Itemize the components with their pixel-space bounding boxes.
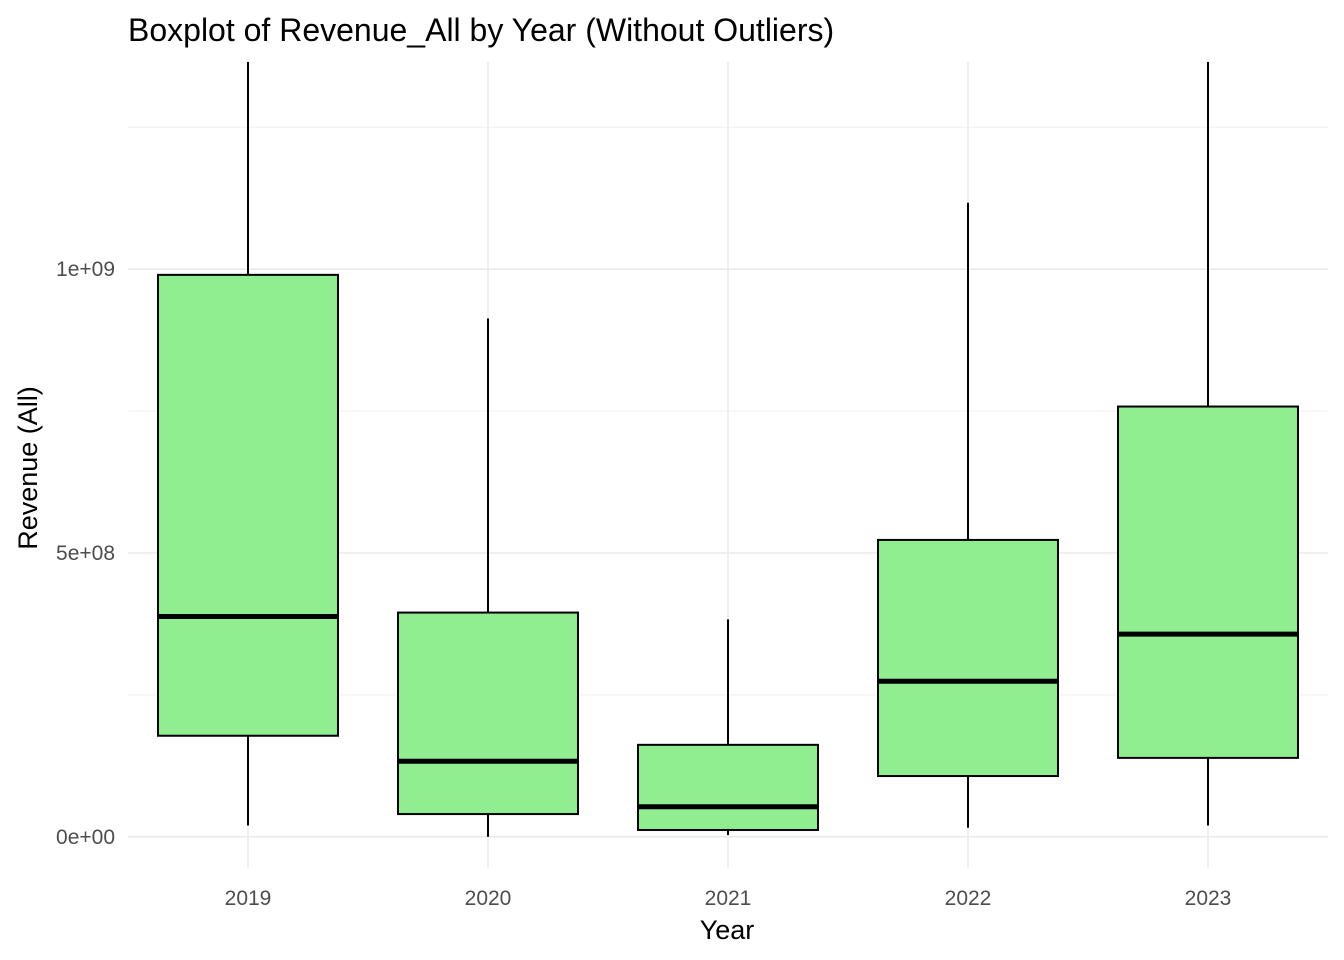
box-2022	[877, 202, 1059, 828]
chart-title: Boxplot of Revenue_All by Year (Without …	[128, 12, 834, 48]
x-axis-title: Year	[700, 915, 755, 945]
y-tick-label: 1e+09	[56, 258, 115, 281]
y-axis-title: Revenue (All)	[13, 386, 43, 550]
box-2021	[637, 619, 819, 836]
iqr-box	[877, 538, 1059, 778]
x-tick-label: 2023	[1185, 887, 1232, 910]
iqr-box	[637, 743, 819, 831]
x-tick-label: 2021	[705, 887, 752, 910]
y-tick-label: 0e+00	[56, 826, 115, 849]
box-2020	[397, 318, 579, 837]
box-2023	[1117, 62, 1299, 826]
iqr-box	[157, 273, 339, 737]
boxes	[157, 62, 1299, 837]
iqr-box	[1117, 405, 1299, 759]
tick-labels: 0e+00 5e+08 1e+09 2019 2020 2021 2022 2023	[56, 258, 1231, 910]
x-tick-label: 2019	[225, 887, 272, 910]
iqr-box	[397, 611, 579, 816]
x-tick-label: 2020	[465, 887, 512, 910]
box-2019	[157, 62, 339, 826]
y-tick-label: 5e+08	[56, 542, 115, 565]
x-tick-label: 2022	[945, 887, 992, 910]
